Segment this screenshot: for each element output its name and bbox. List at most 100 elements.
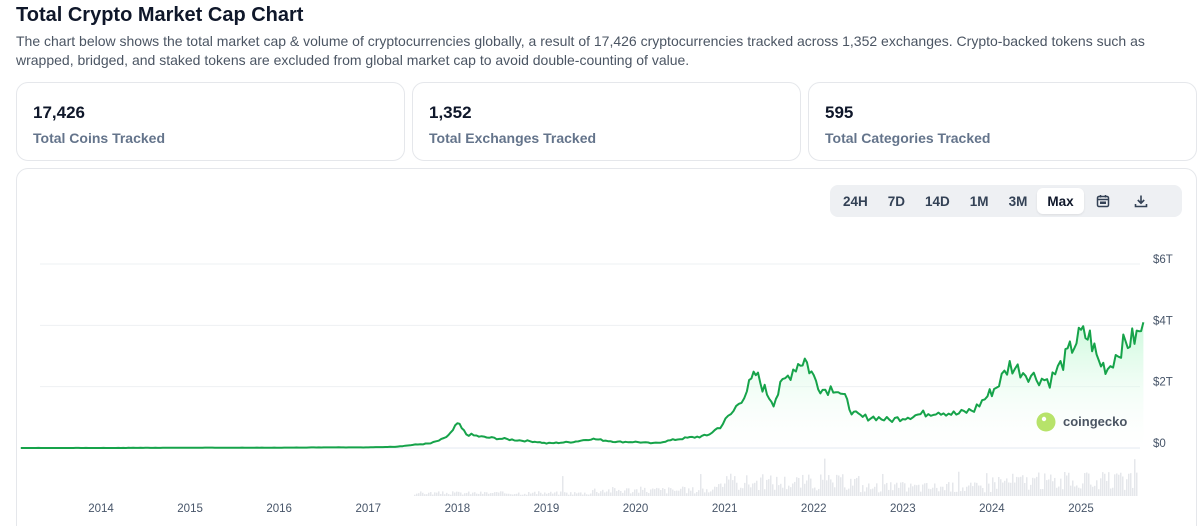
volume-bar: [534, 491, 536, 496]
x-tick-label: 2025: [1068, 503, 1094, 515]
volume-bar: [1072, 480, 1074, 496]
volume-bar: [840, 477, 842, 496]
volume-bar: [1116, 473, 1118, 496]
download-icon[interactable]: [1122, 188, 1160, 214]
range-max-button[interactable]: Max: [1037, 188, 1084, 214]
volume-bar: [1056, 487, 1058, 496]
volume-bar: [502, 491, 504, 496]
volume-bar: [1076, 485, 1078, 496]
volume-bar: [1038, 472, 1040, 496]
volume-bar: [634, 489, 636, 496]
volume-bar: [460, 492, 462, 496]
volume-bar: [786, 489, 788, 496]
volume-bar: [756, 480, 758, 496]
volume-bar: [992, 477, 994, 496]
volume-bar: [800, 487, 802, 496]
calendar-icon[interactable]: [1084, 188, 1122, 214]
volume-bar: [604, 492, 606, 496]
volume-bar: [848, 488, 850, 496]
volume-bar: [768, 479, 770, 496]
volume-bar: [648, 493, 650, 496]
volume-bar: [962, 487, 964, 496]
volume-bar: [1012, 473, 1014, 496]
volume-bar: [1010, 482, 1012, 496]
volume-bar: [632, 492, 634, 496]
volume-bar: [914, 484, 916, 496]
volume-bar: [896, 482, 898, 496]
volume-bar: [446, 492, 448, 496]
volume-bar: [1016, 476, 1018, 496]
volume-bar: [818, 488, 820, 496]
volume-bar: [542, 494, 544, 496]
volume-bar: [1034, 478, 1036, 496]
volume-bar: [722, 486, 724, 496]
volume-bar: [856, 477, 858, 496]
volume-bar: [986, 473, 988, 496]
volume-bar: [464, 493, 466, 496]
volume-bar: [710, 491, 712, 496]
volume-bar: [672, 489, 674, 496]
volume-bar: [1048, 479, 1050, 496]
volume-bar: [908, 487, 910, 496]
coingecko-logo-eye: [1041, 416, 1047, 422]
volume-bar: [712, 489, 714, 496]
volume-bar: [1018, 477, 1020, 496]
range-3m-button[interactable]: 3M: [1008, 193, 1028, 209]
volume-bar: [790, 487, 792, 496]
volume-bar: [944, 490, 946, 496]
volume-bar: [1106, 480, 1108, 496]
range-24h-button[interactable]: 24H: [843, 193, 868, 209]
volume-bar: [662, 488, 664, 496]
volume-bar: [740, 487, 742, 496]
volume-bar: [1132, 487, 1134, 496]
volume-bar: [910, 483, 912, 496]
volume-bar: [440, 493, 442, 496]
volume-bar: [420, 491, 422, 496]
volume-bar: [598, 493, 600, 496]
volume-bar: [802, 474, 804, 496]
volume-bar: [720, 483, 722, 496]
volume-bar: [644, 487, 646, 496]
volume-bar: [1028, 489, 1030, 496]
volume-bar: [900, 482, 902, 496]
volume-bar: [548, 492, 550, 496]
x-tick-label: 2023: [890, 503, 916, 515]
volume-bar: [1092, 486, 1094, 496]
volume-bar: [668, 487, 670, 496]
volume-bar: [506, 493, 508, 496]
volume-bar: [624, 490, 626, 496]
volume-bar: [1024, 482, 1026, 496]
range-7d-button[interactable]: 7D: [887, 193, 906, 209]
volume-bar: [612, 487, 614, 496]
x-tick-label: 2017: [355, 503, 381, 515]
volume-bar: [614, 488, 616, 496]
volume-bar: [476, 493, 478, 496]
volume-bar: [876, 483, 878, 496]
volume-bar: [742, 488, 744, 496]
volume-bar: [1060, 478, 1062, 496]
volume-bar: [1128, 473, 1130, 496]
volume-bar: [610, 492, 612, 496]
volume-bar: [1090, 484, 1092, 496]
volume-bar: [972, 486, 974, 496]
volume-bar: [870, 489, 872, 496]
volume-bar: [552, 493, 554, 496]
volume-bar: [926, 483, 928, 496]
volume-bar: [886, 482, 888, 496]
volume-bar: [824, 458, 826, 496]
volume-bar: [482, 493, 484, 496]
y-tick-label: $4T: [1153, 315, 1173, 327]
volume-bar: [432, 494, 434, 496]
volume-bar: [960, 491, 962, 496]
volume-bar: [1086, 472, 1088, 496]
volume-bar: [1122, 476, 1124, 496]
volume-bar: [532, 492, 534, 496]
range-1m-button[interactable]: 1M: [969, 193, 989, 209]
volume-bar: [776, 476, 778, 496]
volume-bar: [594, 488, 596, 496]
range-14d-button[interactable]: 14D: [925, 193, 950, 209]
volume-bar: [948, 482, 950, 496]
volume-bar: [472, 492, 474, 496]
volume-bar: [846, 489, 848, 496]
volume-bar: [980, 485, 982, 496]
